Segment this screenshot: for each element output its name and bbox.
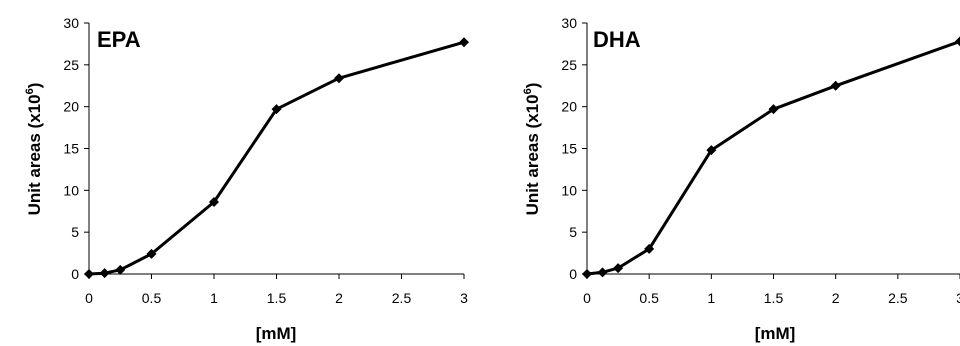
epa-y-tick-label: 30 — [63, 15, 79, 31]
epa-data-point — [209, 197, 219, 208]
dha-data-point — [597, 267, 608, 278]
epa-y-axis-title-close: ) — [25, 83, 44, 89]
dha-y-tick-label: 25 — [561, 57, 577, 73]
dha-y-tick-label: 0 — [569, 266, 577, 282]
dha-x-tick-label: 0.5 — [639, 290, 659, 306]
epa-y-tick-label: 25 — [63, 57, 79, 73]
epa-y-tick-label: 15 — [63, 141, 79, 157]
epa-y-axis-title-exponent: 6 — [24, 88, 36, 94]
epa-series-line — [88, 40, 465, 276]
dha-data-point — [955, 36, 960, 47]
dha-series-line — [586, 39, 960, 276]
epa-y-axis-title: Unit areas (x106) — [24, 83, 44, 216]
dha-plot: 0 5 10 15 20 25 30 0 0.5 1 1.5 2 2.5 3 — [561, 15, 960, 306]
dha-data-point — [706, 145, 717, 156]
epa-x-tick-label: 3 — [460, 290, 468, 306]
dha-y-tick-label: 15 — [561, 141, 577, 157]
dha-x-tick-label: 2 — [832, 290, 840, 306]
epa-data-point — [459, 37, 469, 48]
dha-data-point — [830, 80, 841, 91]
epa-x-tick-label: 2 — [335, 290, 343, 306]
epa-x-tick-label: 1 — [210, 290, 218, 306]
dha-y-axis-title-main: Unit areas (x10 — [523, 94, 542, 215]
dha-x-tick-label: 2.5 — [888, 290, 908, 306]
epa-chart-title: EPA — [97, 27, 141, 52]
dha-data-point — [613, 263, 624, 274]
epa-y-tick-label: 10 — [63, 182, 79, 198]
epa-x-tick-label: 1.5 — [267, 290, 287, 306]
dha-y-axis-title: Unit areas (x106) — [522, 83, 542, 216]
dha-y-tick-label: 20 — [561, 99, 577, 115]
dha-x-tick-label: 3 — [956, 290, 960, 306]
dha-x-tick-label: 1 — [707, 290, 715, 306]
dha-x-axis-title: [mM] — [755, 324, 796, 343]
dha-x-tick-label: 0 — [583, 290, 591, 306]
epa-y-tick-label: 20 — [63, 99, 79, 115]
epa-data-point — [146, 248, 157, 259]
dha-x-tick-label: 1.5 — [764, 290, 784, 306]
epa-data-point — [99, 268, 110, 279]
epa-x-tick-label: 0 — [85, 290, 93, 306]
epa-data-point — [84, 269, 94, 279]
dha-data-point — [768, 104, 779, 115]
dha-y-axis-title-exponent: 6 — [522, 88, 534, 94]
dha-y-tick-label: 5 — [569, 224, 577, 240]
dha-y-tick-label: 10 — [561, 182, 577, 198]
epa-x-axis-title: [mM] — [256, 324, 297, 343]
epa-x-tick-label: 0.5 — [142, 290, 162, 306]
epa-y-tick-label: 0 — [71, 266, 79, 282]
epa-data-point — [115, 264, 126, 275]
dha-chart: Unit areas (x106) 0 5 10 15 20 25 30 0 0.5 1 1.5 2 2… — [522, 15, 960, 343]
epa-y-tick-label: 5 — [71, 224, 79, 240]
dha-data-point — [582, 269, 592, 279]
dha-chart-title: DHA — [593, 27, 641, 52]
dha-data-point — [644, 243, 655, 254]
epa-chart: Unit areas (x106) 0 5 10 15 20 25 30 0 0.5 1 1.5 2 2… — [24, 15, 469, 343]
dha-y-axis-title-close: ) — [523, 83, 542, 89]
epa-x-tick-label: 2.5 — [392, 290, 412, 306]
epa-data-point — [271, 104, 282, 115]
epa-y-axis-title-main: Unit areas (x10 — [25, 94, 44, 215]
epa-plot: 0 5 10 15 20 25 30 0 0.5 1 1.5 2 2.5 3 — [63, 15, 469, 306]
epa-data-point — [334, 73, 344, 84]
dha-y-tick-label: 30 — [561, 15, 577, 31]
